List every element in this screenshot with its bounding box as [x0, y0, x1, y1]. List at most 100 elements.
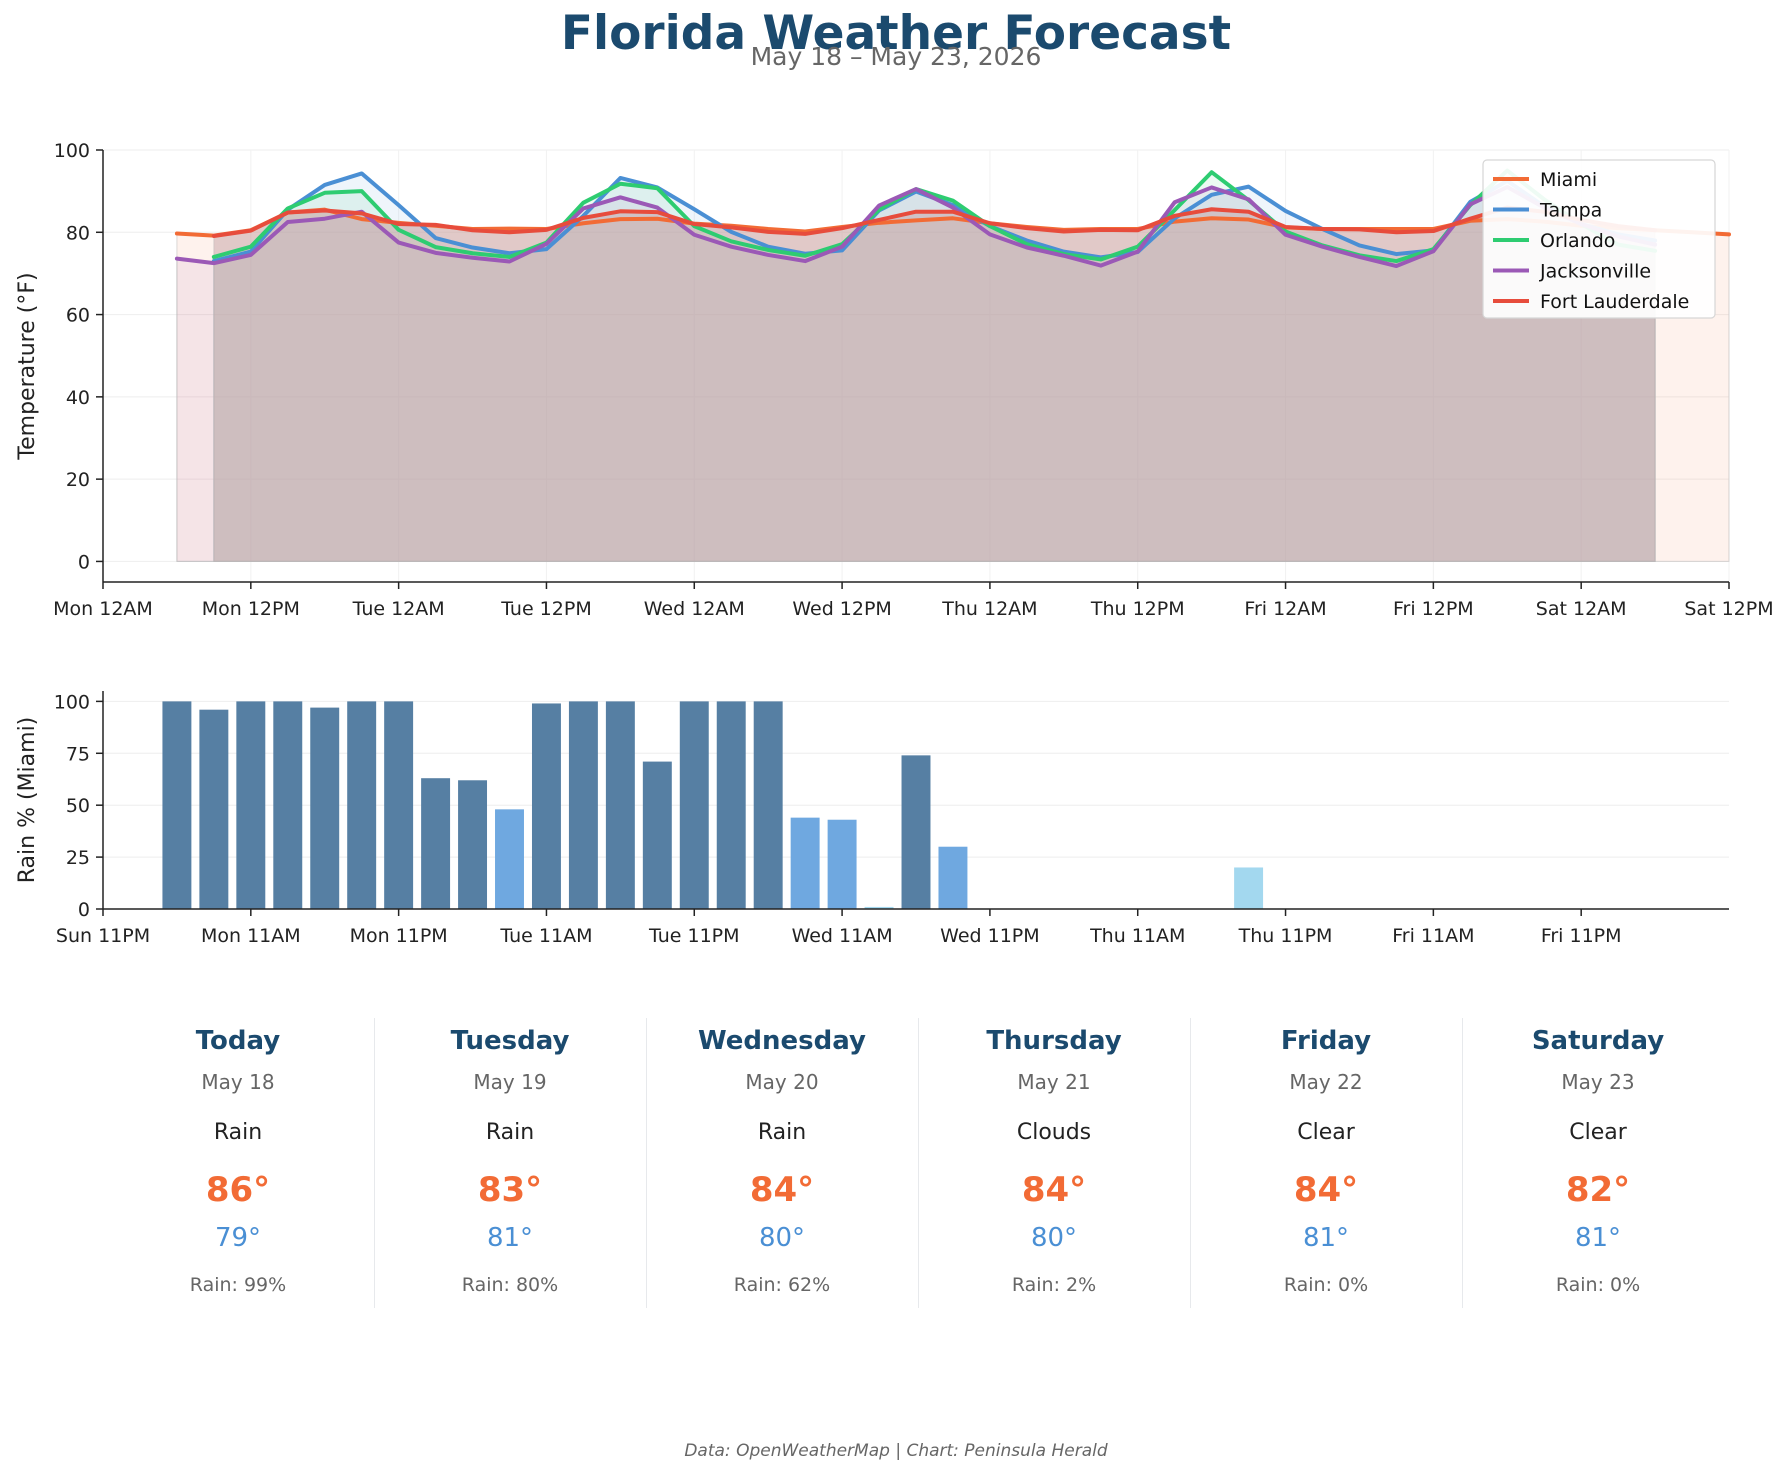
x-tick-label: Sat 12AM — [1536, 598, 1627, 620]
rain-bar — [679, 701, 709, 909]
forecast-card: Wednesday May 20 Rain 84° 80° Rain: 62% — [646, 1010, 918, 1310]
card-high-temp: 86° — [205, 1170, 271, 1210]
card-day: Wednesday — [698, 1026, 866, 1056]
x-tick-label: Mon 12PM — [202, 598, 300, 620]
rain-panel: 0 25 50 75 100 Sun 11PM Mon 11AM Mon 11PM Tue 11… — [15, 691, 1729, 947]
rain-bar — [421, 778, 451, 909]
card-condition: Clear — [1569, 1120, 1627, 1145]
legend-label: Miami — [1540, 169, 1597, 191]
rain-bar — [347, 701, 377, 909]
forecast-card: Friday May 22 Clear 84° 81° Rain: 0% — [1190, 1010, 1462, 1310]
card-divider — [1462, 1018, 1463, 1308]
line-orlando — [211, 168, 1658, 264]
card-day: Friday — [1280, 1026, 1372, 1056]
x-tick-label: Fri 12PM — [1393, 598, 1474, 620]
rain-bar — [716, 701, 746, 909]
card-condition: Rain — [213, 1120, 263, 1145]
chart-title: Florida Weather Forecast — [560, 6, 1232, 61]
forecast-card: Today May 18 Rain 86° 79° Rain: 99% — [102, 1010, 374, 1310]
card-divider — [646, 1018, 647, 1308]
y-tick-label: 60 — [66, 305, 90, 327]
y-tick-label: 0 — [78, 551, 90, 573]
card-high-temp: 84° — [749, 1170, 815, 1210]
card-day: Tuesday — [450, 1026, 570, 1056]
x-tick-label: Mon 11AM — [201, 925, 301, 947]
x-tick-label: Thu 12PM — [1090, 598, 1185, 620]
card-low-temp: 80° — [1030, 1223, 1078, 1253]
card-day: Thursday — [986, 1026, 1122, 1056]
x-tick-label: Tue 12PM — [500, 598, 592, 620]
card-high-temp: 84° — [1021, 1170, 1087, 1210]
card-high-temp: 83° — [477, 1170, 543, 1210]
card-day: Saturday — [1531, 1026, 1665, 1056]
card-date: May 23 — [1561, 1070, 1635, 1094]
card-condition: Clouds — [1016, 1120, 1092, 1145]
card-date: May 22 — [1289, 1070, 1363, 1094]
card-rain-chance: Rain: 0% — [1283, 1274, 1369, 1296]
x-tick-label: Sun 11PM — [56, 925, 150, 947]
chart-subtitle: May 18 – May 23, 2026 — [750, 42, 1042, 71]
card-condition: Rain — [757, 1120, 807, 1145]
x-tick-label: Thu 12AM — [941, 598, 1037, 620]
x-tick-label: Wed 12PM — [792, 598, 892, 620]
x-tick-label: Thu 11AM — [1089, 925, 1185, 947]
card-rain-chance: Rain: 62% — [733, 1274, 831, 1296]
card-date: May 21 — [1017, 1070, 1091, 1094]
rain-bar — [901, 755, 931, 909]
rain-bar — [384, 701, 414, 909]
card-date: May 20 — [745, 1070, 819, 1094]
card-rain-chance: Rain: 80% — [461, 1274, 559, 1296]
x-tick-label: Fri 12AM — [1244, 598, 1326, 620]
y-tick-label: 20 — [66, 469, 90, 491]
y-tick-label: 0 — [78, 899, 90, 921]
rain-bar — [605, 701, 635, 909]
rain-bar — [642, 761, 672, 909]
y-tick-label: 75 — [66, 743, 90, 765]
rain-bar — [236, 701, 266, 909]
temperature-panel: 0 20 40 60 80 100 Mon 12AM Mon 12PM Tue 12AM Tue … — [15, 140, 1774, 620]
forecast-card: Saturday May 23 Clear 82° 81° Rain: 0% — [1462, 1010, 1734, 1310]
card-date: May 18 — [201, 1070, 275, 1094]
card-high-temp: 84° — [1293, 1170, 1359, 1210]
rain-bar — [162, 701, 192, 909]
rain-bar — [938, 846, 968, 909]
rain-bar — [458, 780, 488, 909]
x-tick-label: Wed 12AM — [644, 598, 745, 620]
card-divider — [374, 1018, 375, 1308]
x-tick-label: Tue 11AM — [499, 925, 592, 947]
x-tick-label: Mon 11PM — [350, 925, 448, 947]
card-rain-chance: Rain: 2% — [1011, 1274, 1097, 1296]
x-tick-label: Tue 11PM — [648, 925, 740, 947]
card-condition: Rain — [485, 1120, 535, 1145]
source-note: Data: OpenWeatherMap | Chart: Peninsula … — [684, 1441, 1108, 1461]
card-day: Today — [195, 1026, 281, 1056]
card-low-temp: 81° — [486, 1223, 534, 1253]
rain-bar — [273, 701, 303, 909]
x-tick-label: Wed 11PM — [940, 925, 1040, 947]
y-tick-label: 100 — [54, 691, 90, 713]
card-low-temp: 80° — [758, 1223, 806, 1253]
card-low-temp: 79° — [214, 1223, 262, 1253]
y-tick-label: 100 — [54, 140, 90, 162]
x-tick-label: Sat 12PM — [1684, 598, 1773, 620]
rain-bar — [1234, 867, 1264, 909]
card-divider — [918, 1018, 919, 1308]
area-fort-lauderdale — [213, 207, 1656, 562]
rain-bar — [568, 701, 598, 909]
x-tick-label: Mon 12AM — [53, 598, 153, 620]
forecast-card: Thursday May 21 Clouds 84° 80° Rain: 2% — [918, 1010, 1190, 1310]
rain-bar — [753, 701, 783, 909]
card-low-temp: 81° — [1302, 1223, 1350, 1253]
y-axis-label: Rain % (Miami) — [15, 717, 40, 884]
card-rain-chance: Rain: 99% — [189, 1274, 287, 1296]
y-axis-label: Temperature (°F) — [15, 272, 40, 460]
rain-bar — [864, 906, 894, 909]
y-tick-label: 25 — [66, 847, 90, 869]
card-rain-chance: Rain: 0% — [1555, 1274, 1641, 1296]
x-tick-label: Wed 11AM — [792, 925, 893, 947]
rain-bar — [199, 709, 229, 909]
card-high-temp: 82° — [1565, 1170, 1631, 1210]
line-jacksonville — [174, 185, 1658, 269]
x-tick-label: Tue 12AM — [352, 598, 445, 620]
y-tick-label: 40 — [66, 387, 90, 409]
